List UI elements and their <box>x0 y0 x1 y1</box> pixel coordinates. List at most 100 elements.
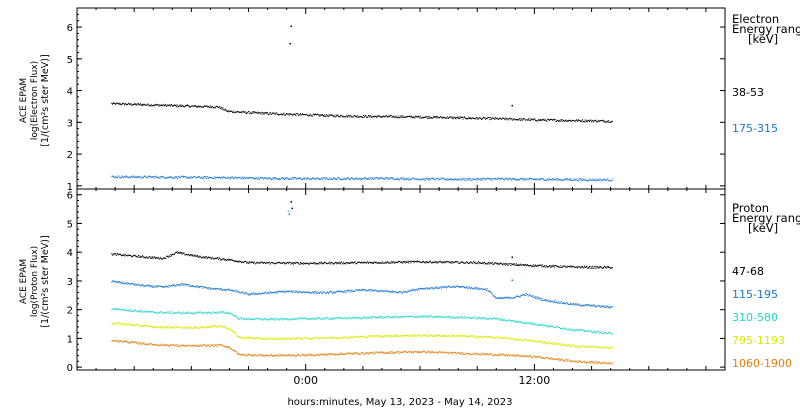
proton-data-point <box>463 262 465 264</box>
proton-data-point <box>428 287 430 289</box>
proton-data-point <box>603 347 604 349</box>
proton-data-point <box>285 319 287 320</box>
proton-data-point <box>282 339 284 341</box>
proton-data-point <box>331 336 333 338</box>
proton-data-point <box>172 285 174 287</box>
proton-data-point <box>443 261 445 262</box>
electron-data-point <box>249 113 251 115</box>
electron-data-point <box>303 114 305 116</box>
proton-data-point <box>402 292 404 294</box>
proton-data-point <box>188 312 190 314</box>
electron-data-point <box>340 179 342 181</box>
proton-data-point <box>520 264 522 266</box>
electron-data-point <box>351 177 353 179</box>
proton-data-point <box>321 263 323 265</box>
proton-data-point <box>470 316 472 318</box>
proton-data-point <box>336 262 338 263</box>
electron-data-point <box>286 113 288 115</box>
proton-data-point <box>122 308 124 310</box>
proton-data-point <box>478 263 480 265</box>
proton-data-point <box>141 310 143 311</box>
proton-data-point <box>409 289 411 291</box>
proton-data-point <box>331 261 333 263</box>
electron-data-point <box>502 178 504 180</box>
proton-data-point <box>306 262 308 264</box>
proton-data-point <box>316 317 318 319</box>
proton-data-point <box>435 335 437 337</box>
proton-data-point <box>455 317 457 318</box>
proton-data-point <box>513 264 515 266</box>
proton-data-point <box>456 316 458 317</box>
electron-data-point <box>247 177 249 179</box>
proton-outlier-point <box>290 201 292 203</box>
proton-data-point <box>248 337 250 339</box>
electron-data-point <box>482 179 484 181</box>
proton-data-point <box>466 261 468 263</box>
proton-data-point <box>111 281 113 283</box>
electron-data-point <box>122 176 124 178</box>
proton-data-point <box>411 260 413 262</box>
electron-data-point <box>245 177 247 179</box>
electron-data-point <box>167 105 169 107</box>
proton-data-point <box>368 317 369 319</box>
proton-data-point <box>460 316 462 318</box>
electron-data-point <box>523 178 524 180</box>
electron-data-point <box>199 106 200 108</box>
proton-data-point <box>582 266 584 268</box>
electron-data-point <box>374 116 376 118</box>
proton-data-point <box>561 301 563 303</box>
electron-data-point <box>171 104 172 105</box>
proton-data-point <box>402 334 404 336</box>
electron-data-point <box>313 114 315 115</box>
proton-data-point <box>463 286 465 288</box>
proton-data-point <box>333 338 335 339</box>
electron-data-point <box>364 177 366 179</box>
electron-data-point <box>287 113 289 115</box>
proton-data-point <box>328 291 330 293</box>
proton-data-point <box>279 318 281 320</box>
electron-data-point <box>309 113 311 115</box>
proton-data-point <box>278 337 280 339</box>
proton-data-point <box>372 261 374 263</box>
proton-data-point <box>307 337 309 339</box>
proton-data-point <box>440 336 442 338</box>
electron-data-point <box>443 178 445 180</box>
electron-data-point <box>525 179 527 181</box>
proton-data-point <box>383 290 385 292</box>
proton-data-point <box>295 338 297 340</box>
proton-data-point <box>254 338 256 340</box>
electron-data-point <box>484 177 486 179</box>
electron-data-point <box>266 112 268 114</box>
proton-data-point <box>547 266 549 268</box>
proton-data-point <box>573 304 575 306</box>
proton-data-point <box>597 330 599 332</box>
electron-data-point <box>301 178 303 180</box>
proton-data-point <box>489 291 491 293</box>
proton-data-point <box>351 261 353 263</box>
electron-data-point <box>308 115 310 117</box>
proton-data-point <box>251 318 253 319</box>
electron-data-point <box>322 178 324 180</box>
proton-data-point <box>154 326 156 327</box>
proton-data-point <box>159 285 160 287</box>
proton-data-point <box>294 317 296 319</box>
electron-data-point <box>431 117 433 119</box>
proton-data-point <box>456 316 458 318</box>
proton-data-point <box>233 316 235 318</box>
proton-data-point <box>316 263 318 265</box>
proton-data-point <box>240 317 242 319</box>
electron-data-point <box>549 119 550 121</box>
electron-data-point <box>335 114 337 116</box>
proton-data-point <box>371 336 373 338</box>
proton-data-point <box>405 260 407 262</box>
proton-data-point <box>329 318 331 320</box>
proton-data-point <box>368 335 369 337</box>
proton-data-point <box>385 317 387 319</box>
proton-data-point <box>310 262 312 264</box>
electron-data-point <box>444 116 446 118</box>
electron-data-point <box>583 179 585 181</box>
electron-data-point <box>556 120 557 122</box>
proton-data-point <box>510 265 512 266</box>
electron-data-point <box>225 108 226 110</box>
electron-data-point <box>575 119 577 121</box>
